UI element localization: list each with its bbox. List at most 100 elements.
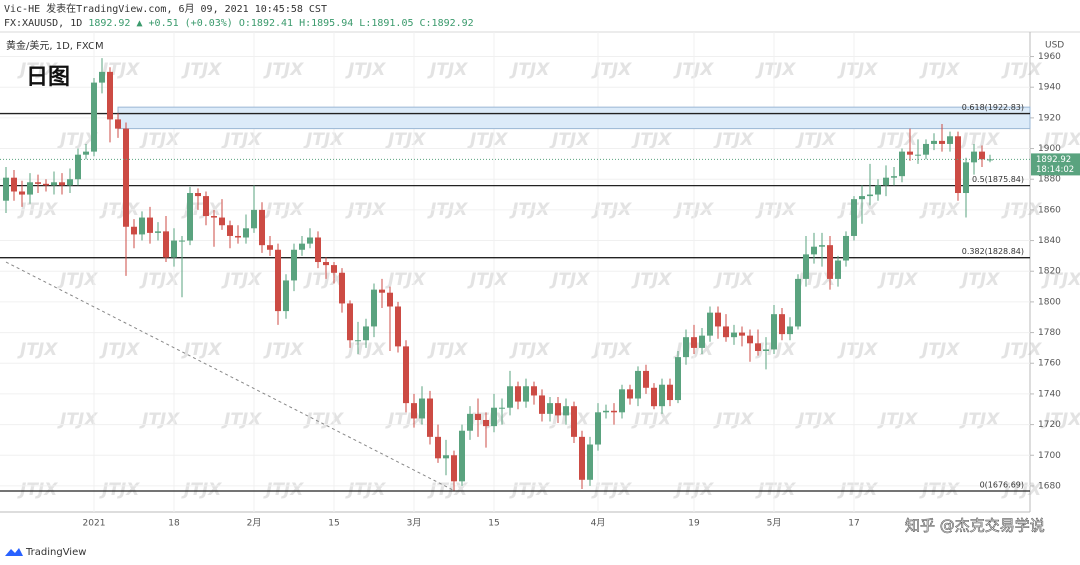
candle-body <box>635 370 641 399</box>
x-tick-label: 2月 <box>247 518 262 529</box>
candle-body <box>187 193 193 241</box>
candle-body <box>547 403 553 414</box>
watermark: JTJX <box>345 480 386 500</box>
watermark: JTJX <box>181 480 222 500</box>
watermark: JTJX <box>303 410 344 430</box>
candle-body <box>467 413 473 431</box>
x-tick-label: 2021 <box>83 519 106 529</box>
candle-body <box>563 406 569 416</box>
candle-body <box>835 260 841 279</box>
watermark: JTJX <box>837 60 878 80</box>
candle-body <box>659 384 665 407</box>
watermark: JTJX <box>795 410 836 430</box>
watermark: JTJX <box>263 60 304 80</box>
candle-body <box>299 243 305 250</box>
candle-body <box>539 395 545 414</box>
candle-body <box>587 444 593 480</box>
candle-body <box>91 82 97 152</box>
candle-body <box>403 346 409 404</box>
candle-body <box>379 289 385 293</box>
candle-body <box>923 143 929 155</box>
candle-body <box>979 151 985 160</box>
candle-body <box>427 398 433 437</box>
watermark: JTJX <box>837 480 878 500</box>
y-tick-label: 1860 <box>1038 205 1061 215</box>
watermark: JTJX <box>1001 480 1042 500</box>
candle-body <box>747 335 753 344</box>
watermark: JTJX <box>591 480 632 500</box>
watermark: JTJX <box>591 60 632 80</box>
candle-body <box>27 182 33 195</box>
candle-body <box>603 410 609 413</box>
candle-body <box>675 357 681 401</box>
watermark: JTJX <box>427 480 468 500</box>
candle-body <box>259 209 265 246</box>
watermark: JTJX <box>57 270 98 290</box>
watermark: JTJX <box>919 480 960 500</box>
candle-body <box>555 403 561 416</box>
last-price-label: 1892.92 <box>1036 155 1071 165</box>
candle-body <box>355 340 361 342</box>
candle-body <box>115 119 121 129</box>
candle-body <box>643 370 649 388</box>
candle-body <box>795 278 801 327</box>
watermark: JTJX <box>755 340 796 360</box>
y-tick-label: 1880 <box>1038 175 1061 185</box>
watermark: JTJX <box>181 340 222 360</box>
watermark: JTJX <box>713 270 754 290</box>
watermark: JTJX <box>17 480 58 500</box>
y-tick-label: 1740 <box>1038 389 1061 399</box>
candle-body <box>699 335 705 348</box>
last-price-tag <box>1031 153 1080 176</box>
candle-body <box>843 235 849 261</box>
candle-body <box>387 292 393 307</box>
watermark: JTJX <box>631 130 672 150</box>
candle-body <box>195 193 201 197</box>
y-tick-label: 1680 <box>1038 481 1061 491</box>
x-tick-label: 15 <box>488 519 499 529</box>
x-tick-label: 5月 <box>767 518 782 529</box>
candle-body <box>43 183 49 186</box>
candle-body <box>107 71 113 120</box>
watermark: JTJX <box>345 340 386 360</box>
watermark: JTJX <box>1041 410 1080 430</box>
footer-brand: TradingView <box>25 547 86 558</box>
candle-body <box>947 136 953 144</box>
watermark: JTJX <box>57 130 98 150</box>
candle-body <box>779 314 785 335</box>
x-tick-label: 18 <box>168 519 180 529</box>
watermark: JTJX <box>99 60 140 80</box>
candle-body <box>627 389 633 399</box>
candle-body <box>347 303 353 341</box>
header-quote: FX:XAUUSD, 1D 1892.92 ▲ +0.51 (+0.03%) O… <box>4 18 474 29</box>
watermark: JTJX <box>591 340 632 360</box>
candle-body <box>291 249 297 281</box>
watermark: JTJX <box>345 60 386 80</box>
candle-body <box>499 407 505 409</box>
candle-body <box>395 306 401 347</box>
quote-part: 1892.92 <box>88 18 130 29</box>
candle-body <box>323 262 329 266</box>
candle-body <box>531 386 537 396</box>
candle-body <box>123 128 129 227</box>
y-tick-label: 1840 <box>1038 236 1061 246</box>
candle-body <box>163 231 169 258</box>
fib-label: 0.618(1922.83) <box>962 103 1024 112</box>
candle-body <box>59 182 65 186</box>
candle-body <box>459 430 465 482</box>
candle-body <box>235 235 241 238</box>
watermark: JTJX <box>181 60 222 80</box>
quote-part: C:1892.92 <box>420 18 474 29</box>
candle-body <box>715 312 721 327</box>
watermark: JTJX <box>99 480 140 500</box>
quote-part: ▲ +0.51 (+0.03%) <box>137 18 233 29</box>
candle-body <box>739 332 745 336</box>
candle-body <box>155 231 161 233</box>
candle-body <box>731 332 737 338</box>
y-tick-label: 1780 <box>1038 328 1061 338</box>
candle-body <box>667 384 673 401</box>
watermark: JTJX <box>795 130 836 150</box>
watermark: JTJX <box>303 130 344 150</box>
watermark: JTJX <box>509 340 550 360</box>
watermark: JTJX <box>303 270 344 290</box>
